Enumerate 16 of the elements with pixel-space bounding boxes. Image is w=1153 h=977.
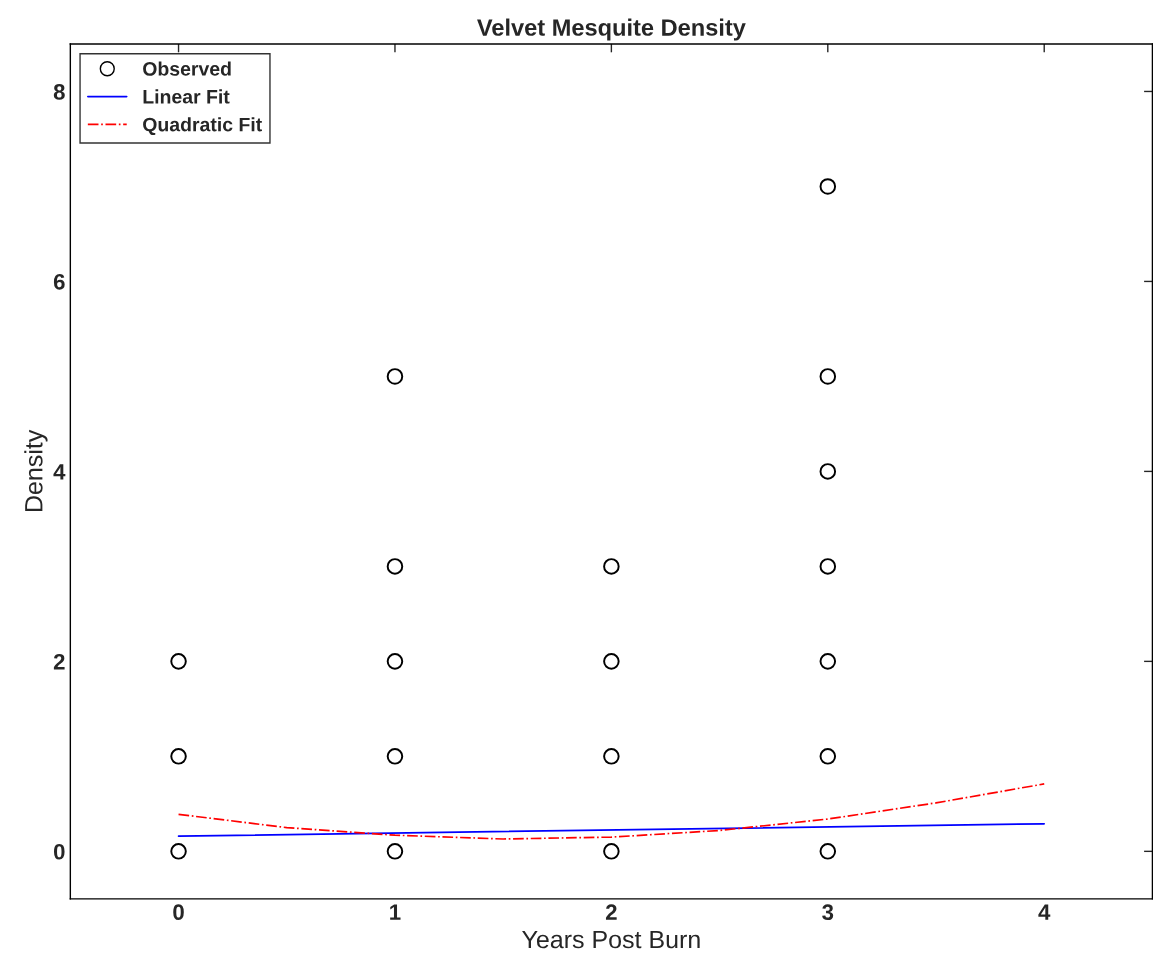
y-tick-label: 0 — [53, 843, 65, 860]
x-tick-label: 1 — [390, 904, 401, 920]
y-tick-label: 6 — [53, 273, 65, 290]
chart-title: Velvet Mesquite Density — [477, 18, 746, 41]
legend-label: Linear Fit — [143, 89, 230, 104]
y-tick-label: 8 — [53, 83, 65, 100]
legend-label: Observed — [143, 61, 231, 76]
x-tick-label: 3 — [822, 904, 834, 921]
x-tick-label: 4 — [1038, 904, 1051, 920]
y-tick-label: 4 — [53, 464, 66, 480]
y-axis-title: Density — [24, 429, 48, 512]
x-tick-label: 0 — [173, 904, 184, 921]
legend-label: Quadratic Fit — [143, 117, 262, 136]
x-tick-label: 2 — [605, 904, 617, 920]
y-tick-label: 2 — [53, 653, 65, 670]
x-axis-title: Years Post Burn — [522, 930, 700, 949]
